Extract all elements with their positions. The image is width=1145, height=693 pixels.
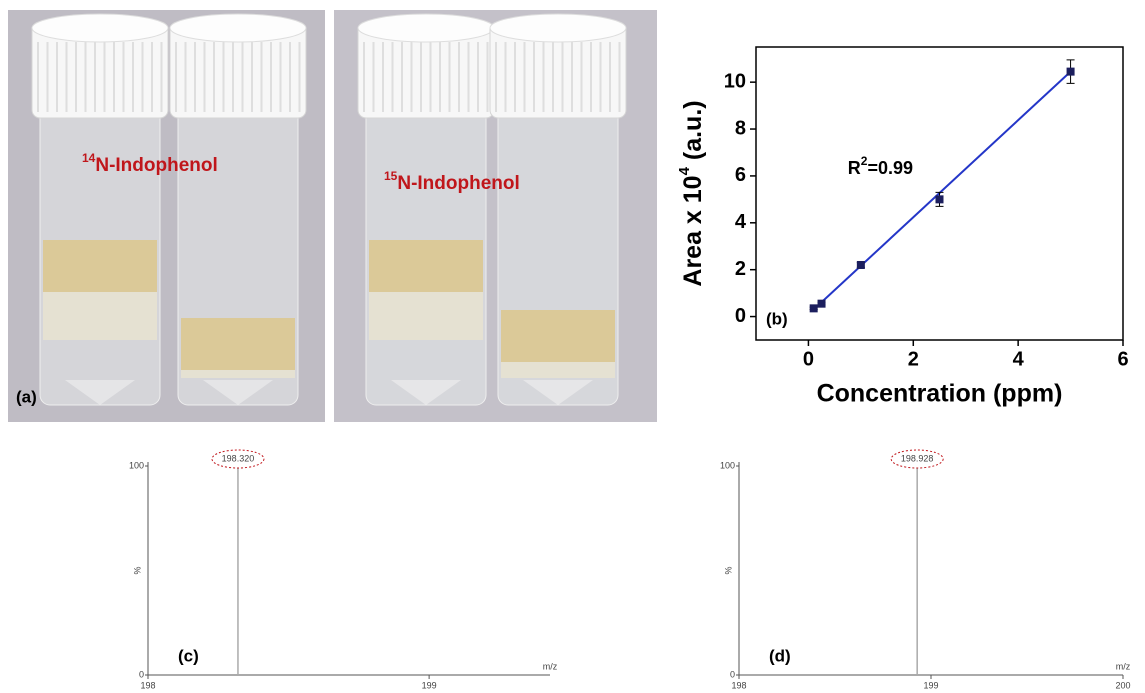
- data-point: [818, 300, 826, 308]
- data-point: [810, 304, 818, 312]
- data-point: [936, 195, 944, 203]
- data-point: [1067, 68, 1075, 76]
- label-text: (a.u.): [679, 100, 707, 167]
- label-sup: 15: [384, 169, 398, 183]
- peak-label: 198.320: [222, 453, 255, 463]
- photo-label: 15N-Indophenol: [384, 169, 520, 194]
- cap-top: [170, 14, 306, 42]
- panel-label: (b): [766, 309, 788, 328]
- x-tick-label: 199: [923, 680, 938, 690]
- cap-top: [32, 14, 168, 42]
- y-tick-label: 0: [139, 669, 144, 679]
- x-tick-label: 198: [731, 680, 746, 690]
- y-tick-label: 6: [735, 164, 746, 186]
- liquid-band: [369, 240, 483, 292]
- x-axis-label: m/z: [543, 661, 558, 671]
- x-axis-label: Concentration (ppm): [817, 380, 1063, 408]
- x-tick-label: 199: [422, 680, 437, 690]
- y-tick-label: 100: [720, 460, 735, 470]
- y-tick-label: 8: [735, 117, 746, 139]
- label-sup: 14: [82, 151, 96, 165]
- photo-a: [8, 10, 657, 422]
- photo-label: 14N-Indophenol: [82, 151, 218, 176]
- x-axis-label: m/z: [1116, 661, 1131, 671]
- y-tick-label: 4: [735, 211, 747, 233]
- label-text: Area x 10: [679, 175, 707, 286]
- annotation-text: R: [848, 158, 861, 178]
- annotation: R2=0.99: [848, 154, 913, 178]
- data-point: [857, 261, 865, 269]
- cap-top: [490, 14, 626, 42]
- y-tick-label: 0: [730, 669, 735, 679]
- liquid-band: [43, 240, 157, 292]
- fit-line: [814, 72, 1071, 310]
- x-tick-label: 4: [1013, 348, 1025, 370]
- x-tick-label: 6: [1117, 348, 1128, 370]
- x-tick-label: 2: [908, 348, 919, 370]
- vials: [32, 14, 626, 405]
- y-axis-label: %: [132, 566, 142, 574]
- x-tick-label: 0: [803, 348, 814, 370]
- label-text: N-Indophenol: [95, 155, 217, 176]
- panel-label: (d): [769, 646, 791, 665]
- liquid-band: [501, 310, 615, 362]
- y-tick-label: 0: [735, 305, 746, 327]
- figure: 14N-Indophenol 15N-Indophenol (a) 024602…: [0, 0, 1145, 693]
- y-axis-label: Area x 104 (a.u.): [676, 100, 707, 286]
- x-tick-label: 200: [1115, 680, 1130, 690]
- y-tick-label: 100: [129, 460, 144, 470]
- liquid-band: [181, 318, 295, 370]
- label-text: N-Indophenol: [397, 173, 519, 194]
- cap-top: [358, 14, 494, 42]
- y-tick-label: 10: [724, 70, 746, 92]
- peak-label: 198.928: [901, 453, 934, 463]
- panel-label: (a): [16, 387, 37, 406]
- y-axis-label: %: [723, 566, 733, 574]
- y-tick-label: 2: [735, 258, 746, 280]
- panel-label: (c): [178, 646, 199, 665]
- annotation-text: =0.99: [867, 158, 913, 178]
- x-tick-label: 198: [140, 680, 155, 690]
